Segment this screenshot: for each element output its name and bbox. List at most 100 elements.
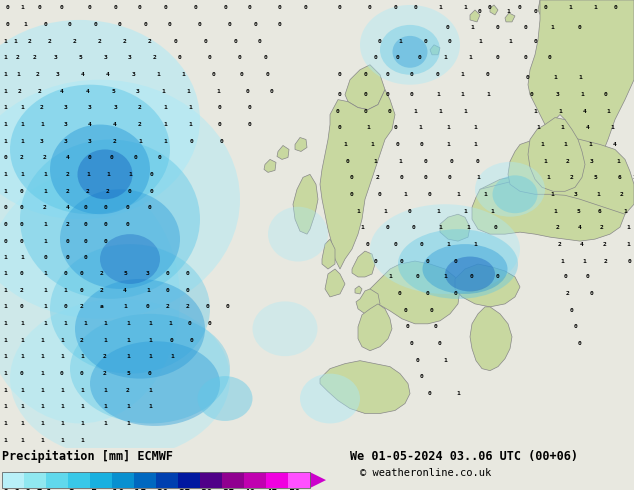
Text: 3: 3 — [88, 105, 92, 110]
Text: 0: 0 — [410, 72, 414, 77]
Text: 1: 1 — [181, 72, 185, 77]
Text: 2: 2 — [98, 39, 102, 45]
Text: 1: 1 — [596, 192, 600, 197]
Text: 6: 6 — [618, 175, 622, 180]
Bar — [266, 472, 288, 488]
Text: 0: 0 — [220, 139, 224, 144]
Text: 0: 0 — [80, 289, 84, 294]
Text: 1: 1 — [63, 289, 67, 294]
Ellipse shape — [10, 85, 170, 214]
Text: 2: 2 — [100, 271, 104, 276]
Text: 1: 1 — [388, 274, 392, 279]
Text: 1: 1 — [186, 89, 190, 94]
Text: 0: 0 — [378, 39, 382, 45]
Text: 5: 5 — [576, 209, 580, 214]
Text: 4: 4 — [66, 155, 70, 160]
Bar — [112, 472, 134, 488]
Text: 1: 1 — [80, 438, 84, 443]
Text: 1: 1 — [463, 209, 467, 214]
Text: 2: 2 — [48, 39, 52, 45]
Text: 2: 2 — [28, 39, 32, 45]
Text: 1: 1 — [163, 105, 167, 110]
Text: We 01-05-2024 03..06 UTC (00+06): We 01-05-2024 03..06 UTC (00+06) — [350, 450, 578, 464]
Text: 1: 1 — [463, 5, 467, 10]
Text: 1: 1 — [63, 321, 67, 326]
Text: 0: 0 — [270, 89, 274, 94]
Text: 4: 4 — [88, 122, 92, 127]
Text: 0: 0 — [198, 23, 202, 27]
Text: 1: 1 — [626, 242, 630, 246]
Text: 1: 1 — [550, 192, 554, 197]
Text: 1: 1 — [23, 23, 27, 27]
Text: 0: 0 — [363, 92, 367, 97]
Text: 2: 2 — [43, 155, 47, 160]
Text: 0: 0 — [248, 122, 252, 127]
Text: 0: 0 — [486, 72, 490, 77]
Bar — [68, 472, 90, 488]
Text: 1: 1 — [80, 421, 84, 426]
Text: 2: 2 — [600, 224, 604, 230]
Polygon shape — [345, 65, 385, 110]
Text: 0: 0 — [338, 5, 342, 10]
Text: 1: 1 — [43, 289, 47, 294]
Text: 3: 3 — [40, 139, 44, 144]
Text: 2: 2 — [16, 55, 20, 60]
Ellipse shape — [10, 299, 230, 458]
Text: 1: 1 — [3, 271, 7, 276]
Text: 1: 1 — [163, 122, 167, 127]
Text: 1: 1 — [473, 125, 477, 130]
Text: 1: 1 — [3, 39, 7, 45]
Text: 0: 0 — [338, 125, 342, 130]
Text: 2: 2 — [38, 89, 42, 94]
Text: 2: 2 — [73, 39, 77, 45]
Text: 1: 1 — [20, 388, 24, 393]
Text: 4: 4 — [583, 109, 587, 114]
Text: 0: 0 — [423, 175, 427, 180]
Bar — [134, 472, 156, 488]
Text: 1: 1 — [40, 388, 44, 393]
Text: 1: 1 — [370, 142, 374, 147]
Text: 4: 4 — [86, 89, 90, 94]
Text: 2: 2 — [123, 39, 127, 45]
Text: 0: 0 — [203, 39, 207, 45]
Text: 1: 1 — [3, 354, 7, 359]
Text: 0: 0 — [20, 239, 24, 244]
Text: 1: 1 — [103, 388, 107, 393]
Text: 1: 1 — [632, 175, 634, 180]
Text: 1: 1 — [366, 125, 370, 130]
Text: 0: 0 — [60, 5, 64, 10]
Text: 1: 1 — [168, 321, 172, 326]
Ellipse shape — [475, 162, 545, 217]
Text: 1: 1 — [148, 388, 152, 393]
Text: 3: 3 — [128, 55, 132, 60]
Text: 0: 0 — [80, 271, 84, 276]
Text: 0: 0 — [3, 239, 7, 244]
Text: 2: 2 — [166, 304, 170, 309]
Text: 0: 0 — [420, 374, 424, 379]
Ellipse shape — [252, 301, 318, 356]
Text: 1: 1 — [460, 72, 464, 77]
Text: 3: 3 — [63, 122, 67, 127]
Text: 2: 2 — [566, 292, 570, 296]
Text: 1: 1 — [60, 354, 64, 359]
Text: 1: 1 — [20, 354, 24, 359]
Text: 1: 1 — [138, 139, 142, 144]
Text: 0: 0 — [470, 274, 474, 279]
Text: 2: 2 — [36, 72, 40, 77]
Text: 1: 1 — [20, 172, 24, 177]
Text: 0: 0 — [128, 189, 132, 194]
Text: 0: 0 — [248, 5, 252, 10]
Text: 1: 1 — [3, 438, 7, 443]
Ellipse shape — [77, 149, 133, 199]
Text: 0: 0 — [386, 92, 390, 97]
Text: 0: 0 — [43, 23, 47, 27]
Text: 2: 2 — [556, 224, 560, 230]
Text: 0: 0 — [496, 25, 500, 30]
Text: 2: 2 — [80, 338, 84, 343]
Text: 0: 0 — [448, 175, 452, 180]
Ellipse shape — [0, 20, 200, 219]
Text: 3: 3 — [113, 105, 117, 110]
Text: 0: 0 — [446, 25, 450, 30]
Text: 1: 1 — [126, 321, 130, 326]
Text: 0: 0 — [418, 55, 422, 60]
